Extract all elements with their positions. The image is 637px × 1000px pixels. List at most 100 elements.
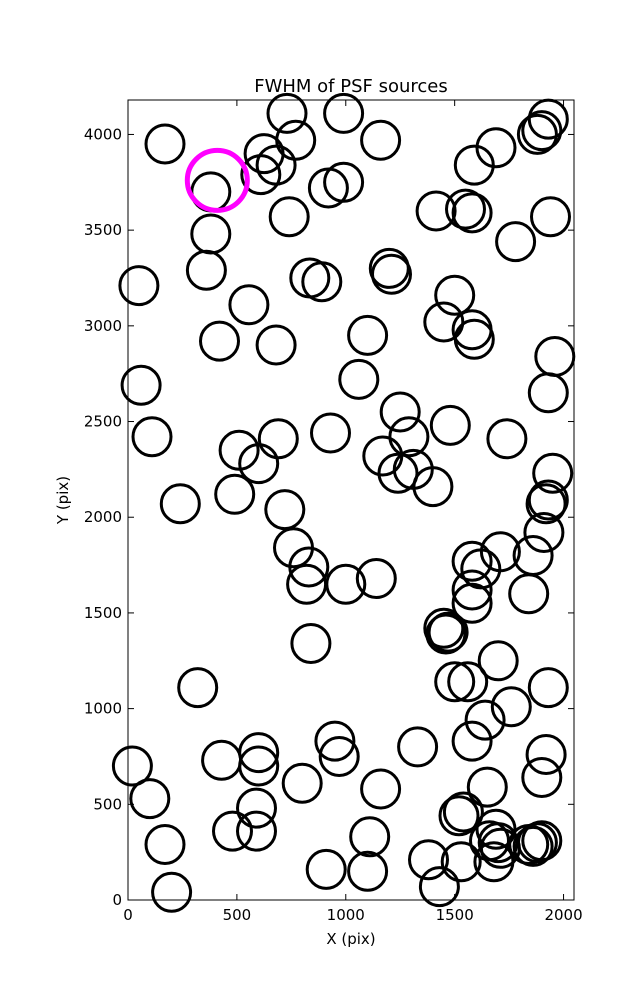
source-marker [434,661,476,703]
source-marker [512,825,554,867]
source-marker [521,820,563,862]
x-tick-label: 500 [223,906,252,924]
source-marker [281,762,323,804]
y-axis-label: Y (pix) [54,476,72,525]
source-marker [516,113,558,155]
source-marker [415,190,457,232]
source-marker [305,848,347,890]
source-marker [408,839,449,881]
source-marker [349,816,391,858]
source-marker [120,364,162,406]
source-marker [508,573,550,615]
y-tick-label: 0 [112,891,122,909]
source-marker [527,479,569,521]
source-marker [144,123,186,165]
source-marker [521,110,563,152]
source-marker [466,766,508,808]
source-marker [310,412,351,454]
y-tick-label: 2500 [84,413,122,431]
source-marker [464,699,506,741]
source-marker [440,841,482,883]
source-marker [371,253,412,295]
source-marker [521,757,563,798]
source-marker [236,787,277,829]
source-marker [447,661,489,703]
source-marker [397,726,439,768]
source-marker [288,546,330,588]
source-marker [427,611,469,653]
source-marker [451,540,493,582]
y-tick-label: 3000 [84,317,122,335]
source-marker [527,372,569,414]
source-marker [442,791,484,833]
source-marker [438,795,480,837]
source-marker [111,745,153,787]
x-axis-label: X (pix) [326,930,375,948]
source-marker [453,144,495,186]
source-marker [451,569,493,611]
source-marker [377,452,419,494]
source-marker [534,336,576,377]
source-marker [475,808,517,850]
source-marker [362,435,404,477]
y-tick-label: 1500 [84,604,122,622]
source-marker [477,640,519,682]
source-marker [318,736,360,777]
source-marker [201,739,243,781]
y-tick-label: 1000 [84,700,122,718]
source-marker [475,127,517,169]
source-marker [525,483,567,525]
source-marker [347,314,389,356]
source-marker [445,188,486,230]
source-marker [360,768,402,810]
y-tick-label: 2000 [84,508,122,526]
source-marker [418,866,460,908]
x-tick-label: 0 [123,906,133,924]
source-marker [495,221,537,263]
source-marker [412,466,454,508]
source-marker [423,301,465,343]
source-marker [451,720,493,762]
source-marker [228,284,270,326]
source-marker [347,850,389,892]
source-marker [527,667,569,709]
source-marker [301,261,343,303]
source-marker [238,745,280,787]
source-marker [323,92,365,134]
source-marker [214,473,256,515]
source-marker [275,119,317,161]
source-marker [532,452,574,494]
source-marker [360,119,402,161]
source-marker [425,613,467,655]
source-marker [325,563,367,605]
source-marker [453,318,495,360]
source-marker [266,92,308,134]
source-marker [530,196,571,238]
source-marker [199,320,240,362]
source-marker [338,358,380,400]
source-marker [523,512,565,553]
source-marker [255,324,297,366]
source-marker [151,871,193,913]
source-marker [323,161,365,203]
source-marker [257,418,299,460]
source-marker [379,391,421,433]
source-marker [268,196,310,238]
source-marker [479,531,521,573]
source-marker [290,623,332,664]
y-tick-label: 500 [93,795,122,813]
source-marker [451,582,493,624]
source-marker [185,249,227,291]
chart-title: FWHM of PSF sources [254,76,448,97]
source-marker [355,558,397,599]
axis-ticks: 0 500 1000 1500 2000 0 500 1000 1500 2000 2500 3000… [84,100,583,924]
source-marker [144,824,186,865]
source-marker [264,489,306,531]
source-marker [238,732,280,774]
source-marker [212,810,253,852]
source-marker [429,404,471,446]
source-marker [434,274,476,316]
source-marker [525,734,567,775]
source-marker [190,213,232,255]
source-marker [451,192,493,234]
